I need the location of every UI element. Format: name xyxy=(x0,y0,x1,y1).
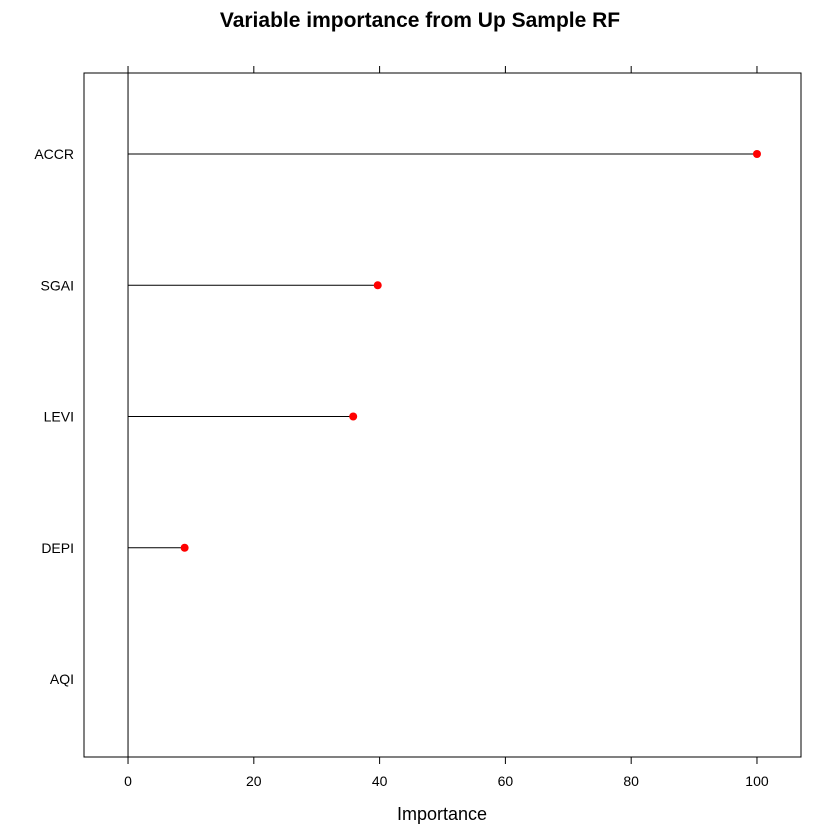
top-ticks xyxy=(127,66,758,73)
lollipops xyxy=(128,150,761,552)
category-labels: ACCR SGAI LEVI DEPI AQI xyxy=(34,146,74,687)
data-point-depi xyxy=(180,543,189,552)
data-point-sgai xyxy=(373,281,382,290)
tick-label-100: 100 xyxy=(745,773,769,789)
tick-label-60: 60 xyxy=(498,773,514,789)
category-label-accr: ACCR xyxy=(34,146,74,162)
chart-title: Variable importance from Up Sample RF xyxy=(220,9,620,32)
bottom-ticks: 0 20 40 60 80 100 xyxy=(124,757,769,789)
plot-frame xyxy=(83,72,802,758)
data-point-accr xyxy=(752,150,761,158)
category-label-aqi: AQI xyxy=(50,671,74,687)
data-point-levi xyxy=(349,412,358,421)
x-axis-label: Importance xyxy=(397,804,487,824)
tick-label-0: 0 xyxy=(124,773,132,789)
category-label-sgai: SGAI xyxy=(41,277,74,293)
category-label-depi: DEPI xyxy=(41,540,74,556)
tick-label-40: 40 xyxy=(372,773,388,789)
category-label-levi: LEVI xyxy=(44,409,74,425)
tick-label-80: 80 xyxy=(623,773,639,789)
tick-label-20: 20 xyxy=(246,773,262,789)
